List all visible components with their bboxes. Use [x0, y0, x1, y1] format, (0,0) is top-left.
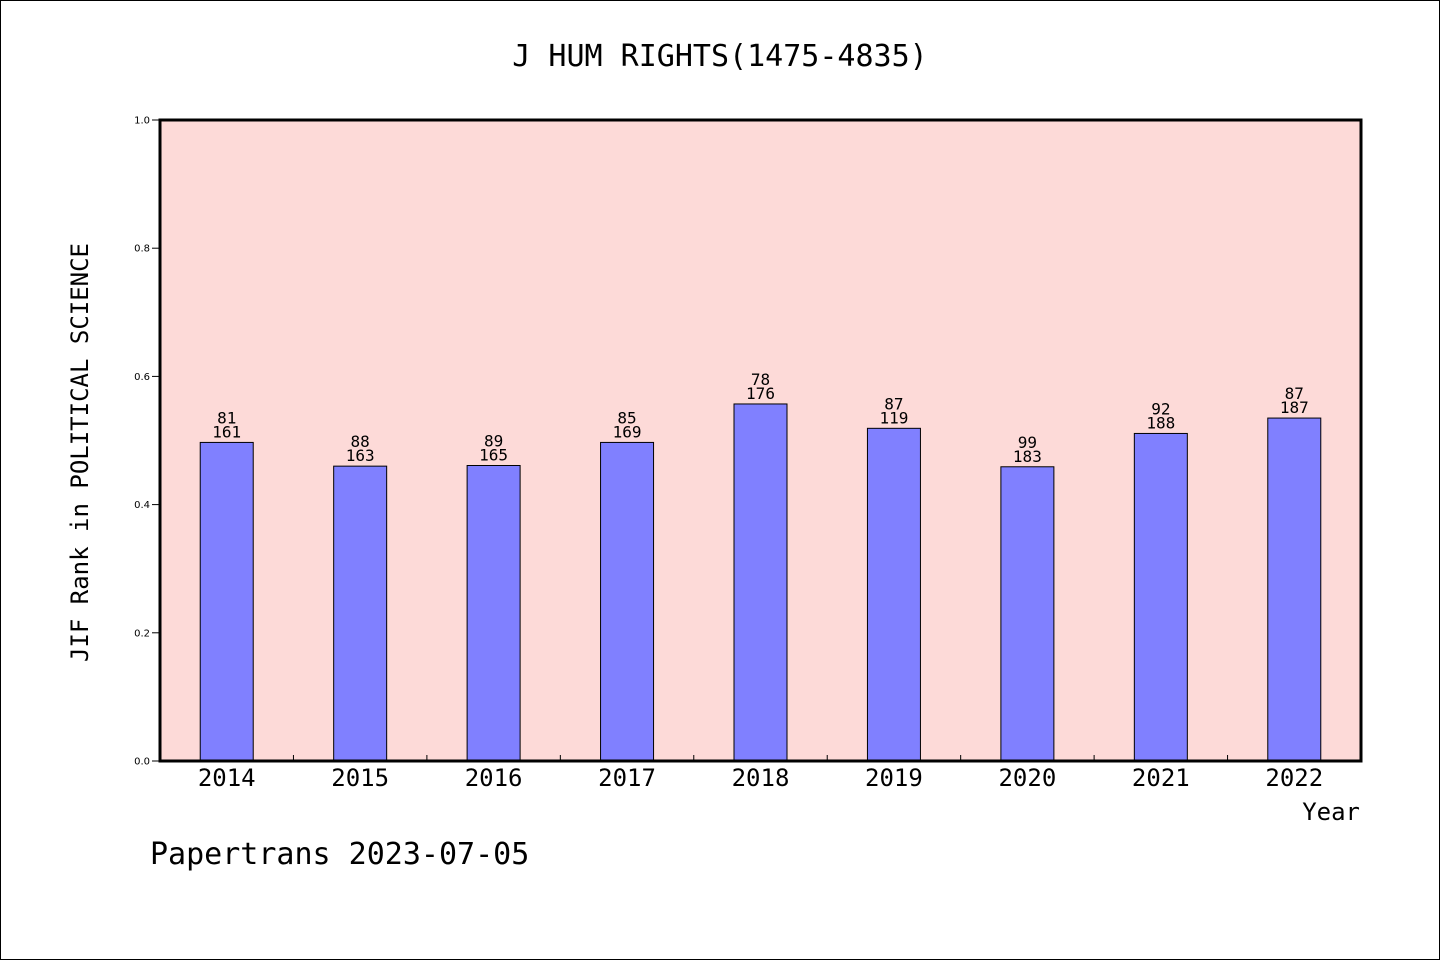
bar-2021 — [1133, 432, 1188, 762]
bar-2022 — [1267, 417, 1322, 762]
bar-total-label: 119 — [879, 408, 908, 427]
y-tick-label: 0.6 — [134, 372, 150, 383]
bar-rank-label: 88 — [351, 432, 370, 451]
bar-rank-label: 92 — [1151, 399, 1170, 418]
bar-total-label: 165 — [479, 445, 508, 464]
bar-total-label: 187 — [1280, 398, 1309, 417]
bar-total-label: 163 — [346, 446, 375, 465]
y-tick-label: 0.8 — [134, 244, 150, 255]
y-tick-label: 0.2 — [134, 628, 150, 639]
bar-2018 — [733, 403, 788, 762]
x-tick-label: 2022 — [1265, 764, 1323, 792]
bar-total-label: 169 — [613, 422, 642, 441]
bar-total-label: 176 — [746, 384, 775, 403]
bar-2019 — [866, 427, 921, 762]
bar-rank-label: 89 — [484, 431, 503, 450]
bar-rank-label: 85 — [617, 408, 636, 427]
y-tick-label: 1.0 — [134, 116, 150, 127]
bars-group: 8116188163891658516978176871199918392188… — [199, 370, 1322, 762]
plot-border — [158, 118, 1363, 763]
bar-rank-label: 87 — [884, 394, 903, 413]
bar-2014 — [199, 441, 254, 762]
bar-total-label: 188 — [1146, 413, 1175, 432]
chart-title: J HUM RIGHTS(1475-4835) — [512, 39, 927, 74]
bar-total-label: 161 — [212, 422, 241, 441]
x-tick-label: 2016 — [465, 764, 523, 792]
x-tick-label: 2021 — [1132, 764, 1190, 792]
x-tick-label: 2019 — [865, 764, 923, 792]
bar-rank-label: 99 — [1018, 433, 1037, 452]
bar-2017 — [600, 441, 655, 762]
bar-rank-label: 81 — [217, 408, 236, 427]
footer-source-date: Papertrans 2023-07-05 — [150, 837, 529, 872]
x-tick-label: 2017 — [598, 764, 656, 792]
bar-2016 — [466, 464, 521, 762]
y-tick-label: 0.0 — [134, 757, 150, 768]
bar-rank-label: 78 — [751, 370, 770, 389]
x-tick-label: 2018 — [732, 764, 790, 792]
bar-total-label: 183 — [1013, 447, 1042, 466]
x-tick-label: 2015 — [331, 764, 389, 792]
bar-rank-label: 87 — [1285, 384, 1304, 403]
y-axis: 0.0 0.2 0.4 0.6 0.8 1.0 — [134, 116, 160, 768]
x-tick-label: 2020 — [998, 764, 1056, 792]
x-tick-label: 2014 — [198, 764, 256, 792]
bar-2015 — [333, 465, 388, 762]
x-axis-label: Year — [1302, 798, 1360, 826]
y-tick-label: 0.4 — [134, 500, 150, 511]
x-axis: 2014 2015 2016 2017 2018 2019 2020 2021 2022 — [198, 755, 1323, 792]
bar-2020 — [1000, 466, 1055, 762]
y-axis-label: JIF Rank in POLITICAL SCIENCE — [66, 243, 94, 662]
